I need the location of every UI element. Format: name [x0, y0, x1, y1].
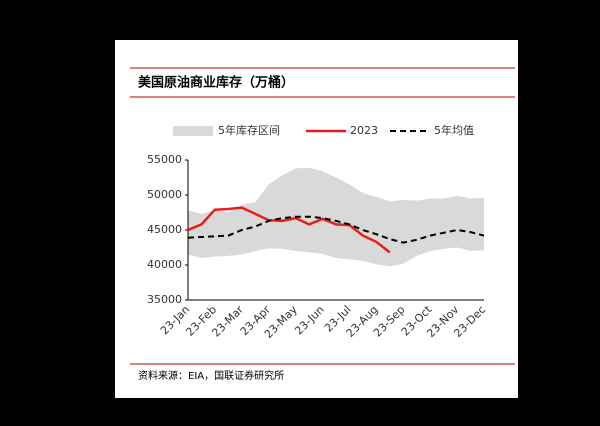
series-line	[187, 206, 391, 254]
legend-label: 5年库存区间	[218, 123, 280, 137]
legend-label: 5年均值	[434, 123, 474, 137]
y-tick-label: 40000	[147, 258, 182, 271]
source: 资料来源：EIA，国联证券研究所	[138, 369, 284, 382]
y-tick-label: 50000	[147, 188, 182, 201]
y-tick-label: 45000	[147, 223, 182, 236]
chart-title: 美国原油商业库存（万桶）	[138, 75, 294, 91]
legend-swatch	[173, 126, 213, 136]
legend-label: 2023	[350, 124, 378, 137]
series-line	[187, 215, 485, 244]
y-tick-label: 35000	[147, 293, 182, 306]
range-band	[188, 167, 484, 267]
y-tick-label: 55000	[147, 153, 182, 166]
